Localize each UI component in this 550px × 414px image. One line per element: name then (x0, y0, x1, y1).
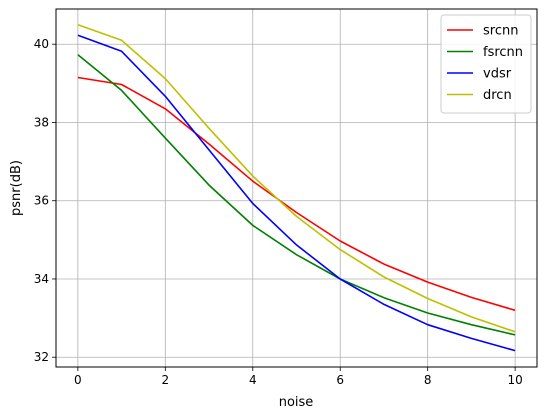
series-lines (77, 23, 516, 352)
series-line-drcn (77, 23, 516, 333)
x-tick-label: 6 (336, 373, 344, 387)
y-tick-label: 32 (34, 350, 49, 364)
series-line-vdsr (77, 34, 516, 352)
y-tick-label: 34 (34, 272, 49, 286)
series-line-srcnn (77, 76, 516, 312)
axis-ticks: 0 2 4 6 8 10 32 34 36 38 40 (34, 37, 523, 387)
legend: srcnn fsrcnn vdsr drcn (440, 14, 532, 114)
legend-label-fsrcnn: fsrcnn (483, 45, 523, 60)
x-tick-label: 4 (249, 373, 257, 387)
legend-box (440, 14, 532, 114)
series-line-fsrcnn (77, 54, 516, 336)
y-axis-label: psnr(dB) (9, 160, 24, 216)
legend-label-srcnn: srcnn (483, 24, 518, 39)
x-axis-label: noise (279, 395, 314, 410)
x-tick-label: 10 (507, 373, 522, 387)
legend-label-vdsr: vdsr (483, 67, 512, 82)
legend-label-drcn: drcn (483, 88, 512, 103)
plot-frame (55, 8, 538, 368)
y-tick-label: 40 (34, 37, 49, 51)
y-tick-label: 38 (34, 115, 49, 129)
x-tick-label: 2 (161, 373, 169, 387)
x-tick-label: 0 (74, 373, 82, 387)
x-tick-label: 8 (424, 373, 432, 387)
y-tick-label: 36 (34, 194, 49, 208)
